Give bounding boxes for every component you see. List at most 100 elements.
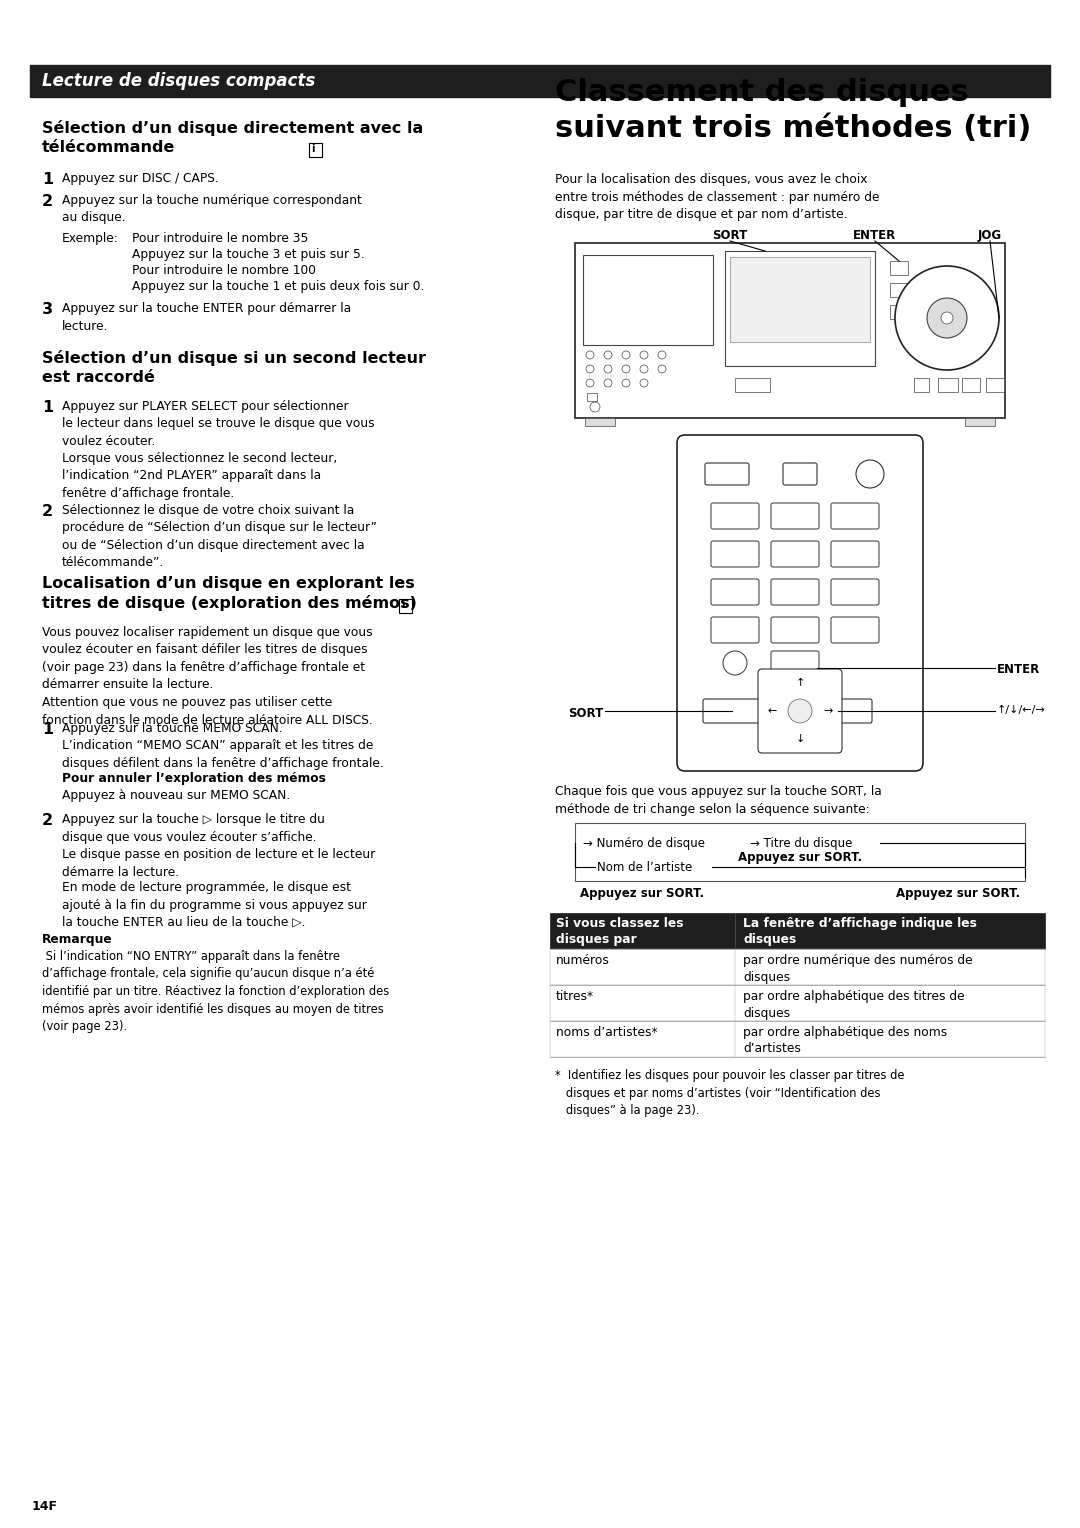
Text: Appuyez sur la touche MEMO SCAN.
L’indication “MEMO SCAN” apparaît et les titres: Appuyez sur la touche MEMO SCAN. L’indic… [62,723,383,770]
Circle shape [941,312,953,324]
Bar [725,251,875,367]
Bar [890,261,908,275]
FancyBboxPatch shape [831,617,879,643]
Text: 1: 1 [42,723,53,736]
Bar [309,144,322,157]
Bar [914,377,929,393]
FancyBboxPatch shape [783,463,816,484]
Text: Sélectionnez le disque de votre choix suivant la
procédure de “Sélection d’un di: Sélectionnez le disque de votre choix su… [62,504,377,570]
Text: titres*: titres* [556,990,594,1002]
Text: Sélection d’un disque si un second lecteur
est raccordé: Sélection d’un disque si un second lecte… [42,350,426,385]
Text: 14F: 14F [32,1500,58,1513]
Text: par ordre alphabétique des noms
d’artistes: par ordre alphabétique des noms d’artist… [743,1025,947,1056]
FancyBboxPatch shape [711,503,759,529]
Text: ↓: ↓ [795,733,805,744]
Text: Appuyez sur la touche 3 et puis sur 5.: Appuyez sur la touche 3 et puis sur 5. [132,248,365,261]
FancyBboxPatch shape [711,579,759,605]
Text: noms d’artistes*: noms d’artistes* [556,1025,658,1039]
Bar [939,377,958,393]
FancyBboxPatch shape [831,579,879,605]
FancyBboxPatch shape [758,669,842,753]
Text: → Titre du disque: → Titre du disque [750,837,852,850]
Bar [890,283,908,296]
FancyBboxPatch shape [705,463,750,484]
Text: Appuyez sur PLAYER SELECT pour sélectionner
le lecteur dans lequel se trouve le : Appuyez sur PLAYER SELECT pour sélection… [62,400,375,448]
Text: ←: ← [767,706,777,717]
Text: ↑: ↑ [795,678,805,688]
Bar [555,69,1045,75]
Text: Appuyez sur la touche ENTER pour démarrer la
lecture.: Appuyez sur la touche ENTER pour démarre… [62,303,351,333]
Bar [550,1021,1045,1057]
Text: Appuyez à nouveau sur MEMO SCAN.: Appuyez à nouveau sur MEMO SCAN. [62,788,291,802]
Text: ENTER: ENTER [853,229,896,241]
Circle shape [640,365,648,373]
FancyBboxPatch shape [771,579,819,605]
Bar [735,377,770,393]
Text: Vous pouvez localiser rapidement un disque que vous
voulez écouter en faisant dé: Vous pouvez localiser rapidement un disq… [42,626,373,726]
Text: Exemple:: Exemple: [62,232,119,244]
Bar [588,393,597,400]
Text: i: i [311,144,314,154]
FancyBboxPatch shape [703,698,762,723]
Text: Si vous classez les
disques par: Si vous classez les disques par [556,917,684,946]
Bar [583,255,713,345]
Text: JOG: JOG [977,229,1002,241]
FancyBboxPatch shape [831,541,879,567]
Text: *  Identifiez les disques pour pouvoir les classer par titres de
   disques et p: * Identifiez les disques pour pouvoir le… [555,1070,905,1117]
Bar [962,377,980,393]
Bar [399,599,411,613]
FancyBboxPatch shape [831,503,879,529]
Text: 3: 3 [42,303,53,316]
FancyBboxPatch shape [771,651,819,677]
Bar [890,306,908,319]
Text: Appuyez sur la touche 1 et puis deux fois sur 0.: Appuyez sur la touche 1 et puis deux foi… [132,280,424,293]
Text: Classement des disques
suivant trois méthodes (tri): Classement des disques suivant trois mét… [555,78,1031,144]
FancyBboxPatch shape [711,617,759,643]
Text: Appuyez sur SORT.: Appuyez sur SORT. [580,886,704,900]
Text: par ordre alphabétique des titres de
disques: par ordre alphabétique des titres de dis… [743,990,964,1019]
FancyBboxPatch shape [771,503,819,529]
Bar [30,66,1050,96]
Text: Lecture de disques compacts: Lecture de disques compacts [42,72,315,90]
FancyBboxPatch shape [771,617,819,643]
Text: Pour annuler l’exploration des mémos: Pour annuler l’exploration des mémos [62,772,326,785]
Text: SORT: SORT [568,707,603,720]
Circle shape [622,379,630,387]
Text: numéros: numéros [556,953,610,967]
Text: Pour introduire le nombre 100: Pour introduire le nombre 100 [132,264,316,277]
Text: par ordre numérique des numéros de
disques: par ordre numérique des numéros de disqu… [743,953,973,984]
Bar [585,419,615,426]
Text: 1: 1 [42,400,53,416]
Circle shape [586,365,594,373]
Circle shape [586,379,594,387]
Circle shape [622,351,630,359]
Circle shape [658,351,666,359]
Circle shape [586,351,594,359]
Text: Appuyez sur la touche ▷ lorsque le titre du
disque que vous voulez écouter s’aff: Appuyez sur la touche ▷ lorsque le titre… [62,813,375,879]
Text: Localisation d’un disque en explorant les
titres de disque (exploration des mémo: Localisation d’un disque en explorant le… [42,576,417,611]
Text: 2: 2 [42,504,53,520]
Circle shape [723,651,747,675]
Circle shape [895,266,999,370]
Text: Appuyez sur SORT.: Appuyez sur SORT. [738,851,862,863]
Circle shape [604,365,612,373]
Circle shape [658,365,666,373]
Text: Sélection d’un disque directement avec la
télécommande: Sélection d’un disque directement avec l… [42,121,423,154]
Circle shape [604,379,612,387]
Text: Appuyez sur la touche numérique correspondant
au disque.: Appuyez sur la touche numérique correspo… [62,194,362,225]
Bar [575,243,1005,419]
Text: La fenêtre d’affichage indique les
disques: La fenêtre d’affichage indique les disqu… [743,917,977,946]
FancyBboxPatch shape [828,698,872,723]
Circle shape [788,698,812,723]
Text: SORT: SORT [713,229,747,241]
Bar [550,914,1045,949]
Text: ENTER: ENTER [997,663,1040,675]
Bar [730,257,870,342]
Circle shape [622,365,630,373]
Text: En mode de lecture programmée, le disque est
ajouté à la fin du programme si vou: En mode de lecture programmée, le disque… [62,882,367,929]
Text: Pour la localisation des disques, vous avez le choix
entre trois méthodes de cla: Pour la localisation des disques, vous a… [555,173,879,222]
Text: 2: 2 [42,813,53,828]
FancyBboxPatch shape [677,435,923,772]
Circle shape [590,402,600,413]
Text: Appuyez sur SORT.: Appuyez sur SORT. [896,886,1020,900]
